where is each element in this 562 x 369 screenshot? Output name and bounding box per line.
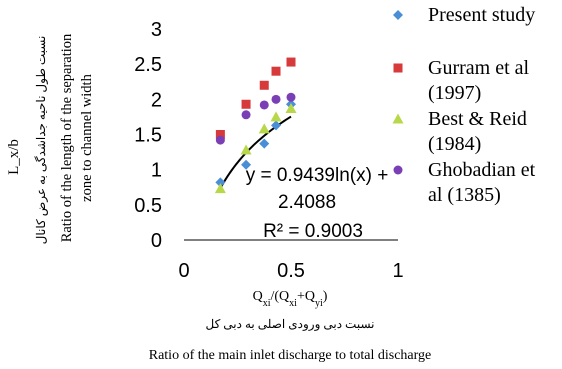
legend-marker — [393, 63, 403, 73]
data-point — [271, 66, 281, 76]
data-point — [271, 94, 281, 104]
x-tick-labels: 0 0.5 1 — [178, 260, 403, 282]
data-point — [241, 99, 251, 109]
legend-label: al (1385) — [428, 184, 501, 206]
y-tick-labels: 0 0.5 1 1.5 2 2.5 3 — [134, 19, 162, 252]
legend-label: (1984) — [428, 133, 481, 155]
y-tick-label: 1.5 — [134, 125, 162, 147]
y-axis-title-english-line1: Ratio of the length of the separation — [59, 33, 75, 242]
data-point — [214, 183, 226, 194]
legend-label: Gurram et al — [428, 57, 530, 79]
data-point — [271, 120, 282, 131]
legend-item: Present study — [393, 4, 535, 26]
y-tick-label: 3 — [151, 19, 162, 41]
y-tick-label: 2 — [151, 89, 162, 111]
y-tick-label: 0 — [151, 230, 162, 252]
data-point — [258, 123, 270, 134]
legend-label: Best & Reid — [428, 108, 527, 130]
y-axis-title-persian: نسبت طول ناحیه جداشدگی به عرض کانال — [34, 36, 48, 245]
x-tick-label: 0.5 — [277, 260, 305, 282]
data-point — [215, 177, 226, 188]
data-point — [259, 100, 269, 110]
y-axis-title-english-line2: zone to channel width — [79, 73, 95, 201]
x-tick-label: 1 — [392, 260, 403, 282]
legend-label: (1997) — [428, 82, 481, 104]
legend-marker — [393, 10, 403, 20]
x-axis-title-formula: Qxi/(Qxi+Qyi) — [253, 289, 328, 309]
data-point — [241, 159, 252, 170]
y-axis-title-formula: L_x/b — [6, 139, 22, 175]
data-point — [286, 57, 296, 67]
data-point — [259, 138, 270, 149]
data-point — [285, 102, 297, 113]
y-tick-label: 0.5 — [134, 195, 162, 217]
data-point — [286, 92, 296, 102]
legend-item: Ghobadian et al (1385) — [393, 159, 536, 206]
trendline-equation: y = 0.9439ln(x) + — [246, 165, 389, 186]
data-point — [240, 144, 252, 155]
legend-label: Present study — [428, 4, 535, 26]
y-tick-label: 2.5 — [134, 54, 162, 76]
legend-marker — [393, 165, 403, 175]
x-axis-title-persian: نسبت دبی ورودی اصلی به دبی کل — [205, 317, 374, 331]
x-axis-title-english: Ratio of the main inlet discharge to tot… — [149, 348, 432, 363]
data-point — [215, 135, 225, 145]
legend-item: Best & Reid (1984) — [392, 108, 527, 155]
y-tick-label: 1 — [151, 160, 162, 182]
data-point — [241, 110, 251, 120]
trendline-r-squared: R² = 0.9003 — [263, 221, 363, 242]
legend-label: Ghobadian et — [428, 159, 536, 181]
x-tick-label: 0 — [178, 260, 189, 282]
legend-marker — [392, 113, 404, 124]
legend-item: Gurram et al (1997) — [393, 57, 530, 104]
data-point — [215, 130, 225, 139]
legend: Present study Gurram et al (1997) Best & Re… — [392, 4, 536, 206]
data-point — [270, 111, 282, 122]
data-points — [214, 57, 297, 194]
data-point — [259, 80, 269, 90]
trendline-equation-constant: 2.4088 — [278, 192, 336, 213]
